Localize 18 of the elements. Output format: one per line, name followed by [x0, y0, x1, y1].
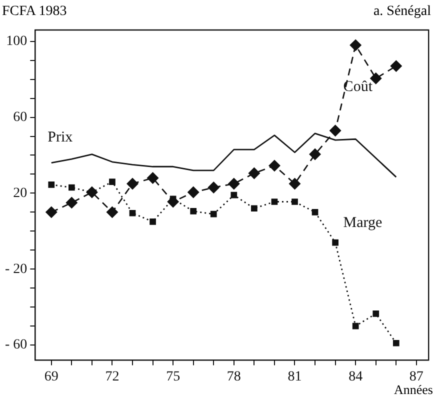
- y-tick-label: - 60: [4, 338, 28, 353]
- y-tick-label: 100: [6, 34, 28, 50]
- series-label: Prix: [48, 129, 74, 146]
- chart-title: a. Sénégal: [373, 4, 431, 20]
- x-tick-label: 78: [226, 369, 241, 384]
- x-tick-label: 75: [166, 369, 180, 384]
- x-tick-label: 84: [348, 369, 363, 384]
- series-label: Marge: [343, 214, 383, 231]
- y-tick-label: 60: [13, 110, 28, 125]
- series-label: Coût: [343, 79, 374, 96]
- x-tick-label: 69: [44, 369, 58, 384]
- x-tick-label: 72: [105, 369, 120, 384]
- x-tick-label: 81: [288, 369, 302, 384]
- y-tick-label: - 20: [4, 262, 28, 277]
- x-axis-title: Années: [394, 382, 433, 398]
- y-tick-label: 20: [13, 186, 28, 201]
- y-axis-title: FCFA 1983: [2, 4, 67, 20]
- x-tick-label: 87: [409, 369, 424, 384]
